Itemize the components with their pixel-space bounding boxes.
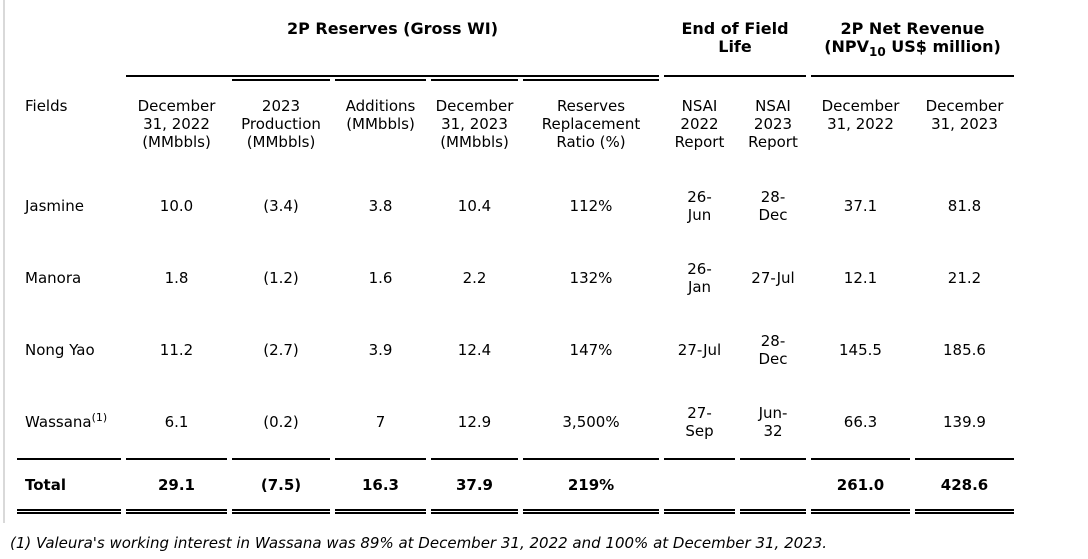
header-2023-production: 2023 Production (MMbbls)	[232, 77, 330, 170]
field-name: Jasmine	[25, 197, 84, 215]
cell-reserves-2023: 2.2	[462, 269, 487, 287]
cell-eofl-2023: 28- Dec	[758, 332, 788, 368]
cell-additions: 3.9	[368, 341, 393, 359]
group-header-row: 2P Reserves (Gross WI) End of Field Life…	[17, 12, 1014, 77]
total-reserves-2023: 37.9	[431, 458, 518, 514]
cell-reserves-2022: 1.8	[164, 269, 189, 287]
cell-npv-2022: 37.1	[843, 197, 878, 215]
cell-production-2023: (2.7)	[263, 341, 299, 359]
total-npv-2022: 261.0	[811, 458, 910, 514]
cell-eofl-2023: 28- Dec	[758, 188, 788, 224]
cell-eofl-2022: 27-Jul	[677, 341, 722, 359]
header-revenue-dec-2022: December 31, 2022	[821, 97, 900, 133]
net-revenue-title: 2P Net Revenue	[840, 19, 985, 38]
group-spacer	[17, 12, 121, 77]
total-eofl-2023	[740, 458, 806, 514]
cell-additions: 1.6	[368, 269, 393, 287]
cell-npv-2023: 185.6	[943, 341, 986, 359]
cell-npv-2023: 139.9	[943, 413, 986, 431]
column-header-row: Fields December 31, 2022 (MMbbls) 2023 P…	[17, 77, 1014, 170]
header-revenue-dec-2023: December 31, 2023	[925, 97, 1004, 133]
field-name: Wassana(1)	[25, 411, 108, 431]
field-name: Nong Yao	[25, 341, 95, 359]
total-label: Total	[17, 458, 121, 514]
npv-open: (NPV	[824, 37, 869, 56]
cell-reserves-2023: 12.9	[457, 413, 492, 431]
cell-eofl-2023: Jun- 32	[758, 404, 788, 440]
cell-production-2023: (0.2)	[263, 413, 299, 431]
total-reserves-2022: 29.1	[126, 458, 227, 514]
cell-replacement-ratio: 132%	[569, 269, 613, 287]
cell-eofl-2022: 27- Sep	[685, 404, 714, 440]
footnote-marker: (1)	[91, 411, 108, 424]
table-row-total: Total 29.1 (7.5) 16.3 37.9 219% 261.0 42…	[17, 458, 1014, 514]
header-fields: Fields	[25, 97, 68, 115]
left-border-line	[3, 0, 5, 523]
group-end-of-field-life: End of Field Life	[664, 12, 806, 77]
group-2p-reserves: 2P Reserves (Gross WI)	[126, 12, 659, 77]
npv-subscript: 10	[869, 45, 886, 60]
total-replacement-ratio: 219%	[523, 458, 659, 514]
total-production-2023: (7.5)	[232, 458, 330, 514]
npv-close: US$ million)	[885, 37, 1001, 56]
cell-reserves-2023: 10.4	[457, 197, 492, 215]
total-eofl-2022	[664, 458, 735, 514]
cell-reserves-2023: 12.4	[457, 341, 492, 359]
header-reserves-replacement-ratio: Reserves Replacement Ratio (%)	[523, 77, 659, 170]
cell-additions: 3.8	[368, 197, 393, 215]
cell-replacement-ratio: 3,500%	[562, 413, 620, 431]
cell-replacement-ratio: 147%	[569, 341, 613, 359]
header-dec-2022-mmbbls: December 31, 2022 (MMbbls)	[137, 97, 216, 151]
group-2p-net-revenue: 2P Net Revenue (NPV10 US$ million)	[811, 12, 1014, 77]
footnote-text: (1) Valeura's working interest in Wassan…	[10, 534, 828, 552]
cell-reserves-2022: 10.0	[159, 197, 194, 215]
cell-npv-2022: 145.5	[839, 341, 882, 359]
total-additions: 16.3	[335, 458, 426, 514]
cell-replacement-ratio: 112%	[569, 197, 613, 215]
cell-production-2023: (3.4)	[263, 197, 299, 215]
header-additions: Additions (MMbbls)	[335, 77, 426, 170]
header-nsai-2022-report: NSAI 2022 Report	[674, 97, 725, 151]
header-dec-2023-mmbbls: December 31, 2023 (MMbbls)	[431, 77, 518, 170]
cell-eofl-2022: 26- Jun	[687, 188, 712, 224]
field-name: Manora	[25, 269, 82, 287]
cell-eofl-2023: 27-Jul	[751, 269, 795, 287]
table-row-nong-yao: Nong Yao 11.2 (2.7) 3.9 12.4 147% 27-Jul…	[17, 314, 1014, 386]
table-row-wassana: Wassana(1) 6.1 (0.2) 7 12.9 3,500% 27- S…	[17, 386, 1014, 458]
cell-npv-2022: 66.3	[843, 413, 878, 431]
table-row-manora: Manora 1.8 (1.2) 1.6 2.2 132% 26- Jan 27…	[17, 242, 1014, 314]
cell-production-2023: (1.2)	[263, 269, 299, 287]
cell-eofl-2022: 26- Jan	[687, 260, 712, 296]
cell-additions: 7	[375, 413, 386, 431]
cell-npv-2023: 21.2	[947, 269, 982, 287]
cell-reserves-2022: 11.2	[159, 341, 194, 359]
total-npv-2023: 428.6	[915, 458, 1014, 514]
table-row-jasmine: Jasmine 10.0 (3.4) 3.8 10.4 112% 26- Jun…	[17, 170, 1014, 242]
reserves-table: 2P Reserves (Gross WI) End of Field Life…	[12, 12, 1019, 514]
cell-reserves-2022: 6.1	[164, 413, 189, 431]
cell-npv-2022: 12.1	[843, 269, 878, 287]
cell-npv-2023: 81.8	[947, 197, 982, 215]
header-nsai-2023-report: NSAI 2023 Report	[748, 97, 798, 151]
